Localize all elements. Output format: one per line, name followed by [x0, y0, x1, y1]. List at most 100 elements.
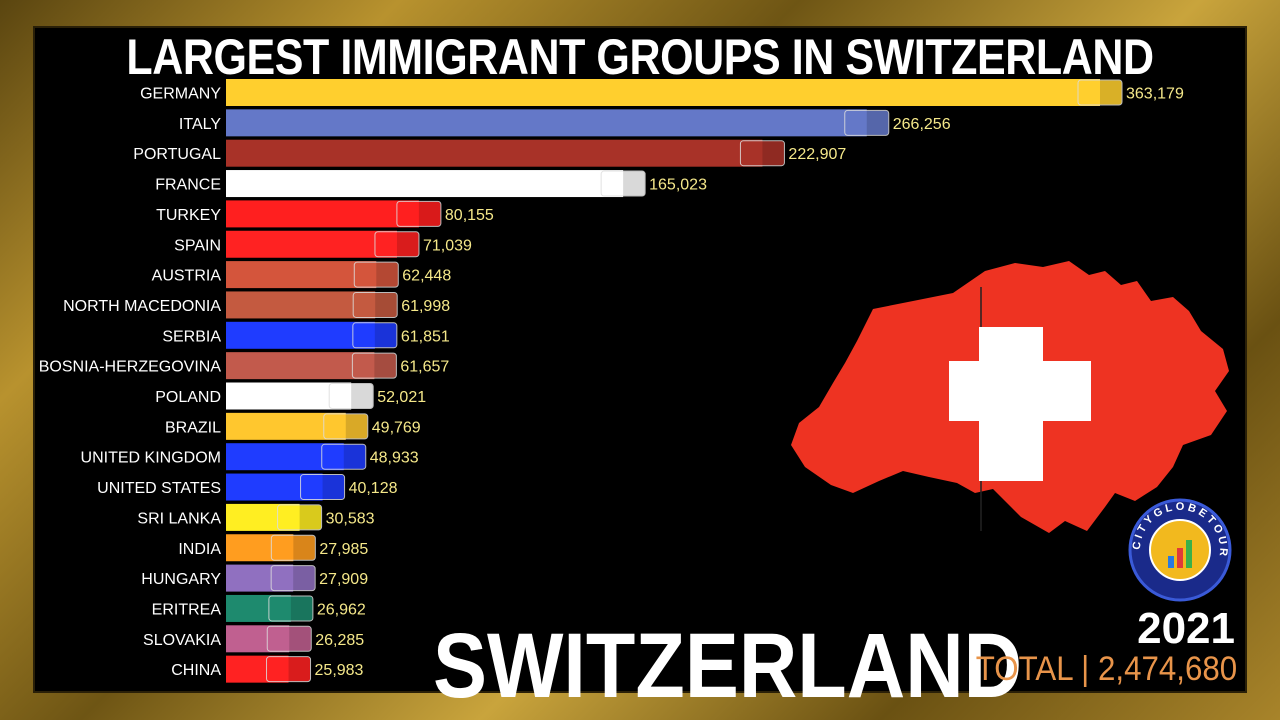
value-label: 40,128 [349, 480, 398, 497]
flag-icon [268, 595, 314, 622]
flag-icon [328, 383, 374, 409]
bar [226, 79, 1100, 106]
flag-icon [844, 109, 890, 136]
category-label: TURKEY [156, 207, 221, 224]
value-label: 62,448 [402, 268, 451, 285]
flag-icon [321, 443, 367, 470]
value-label: 222,907 [788, 146, 846, 163]
value-label: 80,155 [445, 207, 494, 224]
bar-row: BRAZIL 49,769 [165, 412, 421, 440]
flag-icon [352, 322, 398, 349]
category-label: GERMANY [140, 86, 221, 103]
value-label: 27,909 [319, 571, 368, 588]
value-label: 30,583 [326, 510, 375, 527]
cityglobetour-logo: CITYGLOBETOUR [1128, 498, 1232, 602]
category-label: PORTUGAL [133, 146, 221, 163]
chart-title: LARGEST IMMIGRANT GROUPS IN SWITZERLAND [126, 29, 1154, 85]
flag-icon [374, 231, 420, 258]
bar-row: ITALY 266,256 [179, 109, 951, 137]
flag-icon [323, 413, 369, 440]
flag-icon [270, 565, 316, 592]
bar-row: NORTH MACEDONIA 61,998 [63, 291, 450, 319]
value-label: 165,023 [649, 177, 707, 194]
bar-row: HUNGARY 27,909 [141, 564, 368, 592]
category-label: CHINA [171, 662, 221, 679]
flag-icon [353, 261, 399, 288]
bar-row: CHINA 25,983 [171, 655, 364, 683]
flag-icon [739, 140, 785, 167]
bar-row: UNITED KINGDOM 48,933 [81, 443, 419, 471]
chart-canvas: LARGEST IMMIGRANT GROUPS IN SWITZERLAND … [33, 26, 1247, 714]
total-label: TOTAL | 2,474,680 [975, 650, 1237, 688]
bar-row: SRI LANKA 30,583 [137, 503, 375, 531]
value-label: 26,962 [317, 601, 366, 618]
bar [226, 291, 376, 319]
flag-icon [1077, 79, 1123, 106]
value-label: 52,021 [377, 389, 426, 406]
bar-chart: GERMANY 363,179 ITALY 266,256 PORTUGAL 222,90… [39, 79, 1184, 683]
bar [226, 200, 419, 228]
value-label: 27,985 [319, 541, 368, 558]
bar-row: GERMANY 363,179 [140, 79, 1184, 106]
flag-icon [266, 656, 312, 683]
switzerland-map [791, 261, 1229, 533]
country-label: SWITZERLAND [433, 615, 1023, 717]
value-label: 61,851 [401, 328, 450, 345]
swiss-cross-horizontal [949, 361, 1091, 421]
bar-row: SLOVAKIA 26,285 [143, 625, 364, 653]
bar-row: SERBIA 61,851 [162, 321, 450, 349]
bar [226, 170, 624, 198]
value-label: 48,933 [370, 450, 419, 467]
flag-icon [396, 200, 442, 227]
flag-icon [266, 625, 312, 652]
bar-row: AUSTRIA 62,448 [152, 261, 451, 289]
category-label: SLOVAKIA [143, 632, 221, 649]
bar-row: POLAND 52,021 [155, 382, 426, 410]
value-label: 71,039 [423, 237, 472, 254]
category-label: SRI LANKA [137, 510, 221, 527]
value-label: 266,256 [893, 116, 951, 133]
bar-row: UNITED STATES 40,128 [97, 473, 398, 501]
bar [226, 109, 867, 137]
category-label: AUSTRIA [152, 268, 222, 285]
bar-row: PORTUGAL 222,907 [133, 139, 846, 167]
flag-icon [270, 534, 316, 561]
bar [226, 230, 397, 258]
year-label: 2021 [1137, 604, 1235, 653]
flag-icon [277, 504, 323, 531]
flag-icon [351, 352, 397, 379]
category-label: FRANCE [155, 177, 221, 194]
flag-icon [300, 474, 346, 501]
bar [226, 261, 377, 289]
bar-row: ERITREA 26,962 [152, 594, 366, 622]
value-label: 49,769 [372, 419, 421, 436]
bar-row: TURKEY 80,155 [156, 200, 494, 228]
flag-icon [600, 170, 646, 197]
category-label: INDIA [178, 541, 221, 558]
bar [226, 321, 375, 349]
bar-row: SPAIN 71,039 [174, 230, 472, 258]
value-label: 363,179 [1126, 86, 1184, 103]
value-label: 61,657 [400, 359, 449, 376]
bar [226, 352, 375, 380]
category-label: POLAND [155, 389, 221, 406]
category-label: BOSNIA-HERZEGOVINA [39, 359, 222, 376]
category-label: SPAIN [174, 237, 221, 254]
category-label: ERITREA [152, 601, 222, 618]
value-label: 26,285 [315, 632, 364, 649]
category-label: NORTH MACEDONIA [63, 298, 221, 315]
category-label: BRAZIL [165, 419, 221, 436]
value-label: 61,998 [401, 298, 450, 315]
category-label: SERBIA [162, 328, 221, 345]
bar-row: FRANCE 165,023 [155, 170, 707, 198]
category-label: UNITED KINGDOM [81, 450, 221, 467]
bar-row: INDIA 27,985 [178, 534, 368, 562]
value-label: 25,983 [315, 662, 364, 679]
category-label: UNITED STATES [97, 480, 221, 497]
bar [226, 139, 763, 167]
bar-row: BOSNIA-HERZEGOVINA 61,657 [39, 352, 449, 380]
category-label: ITALY [179, 116, 221, 133]
flag-icon [352, 291, 398, 318]
category-label: HUNGARY [141, 571, 221, 588]
